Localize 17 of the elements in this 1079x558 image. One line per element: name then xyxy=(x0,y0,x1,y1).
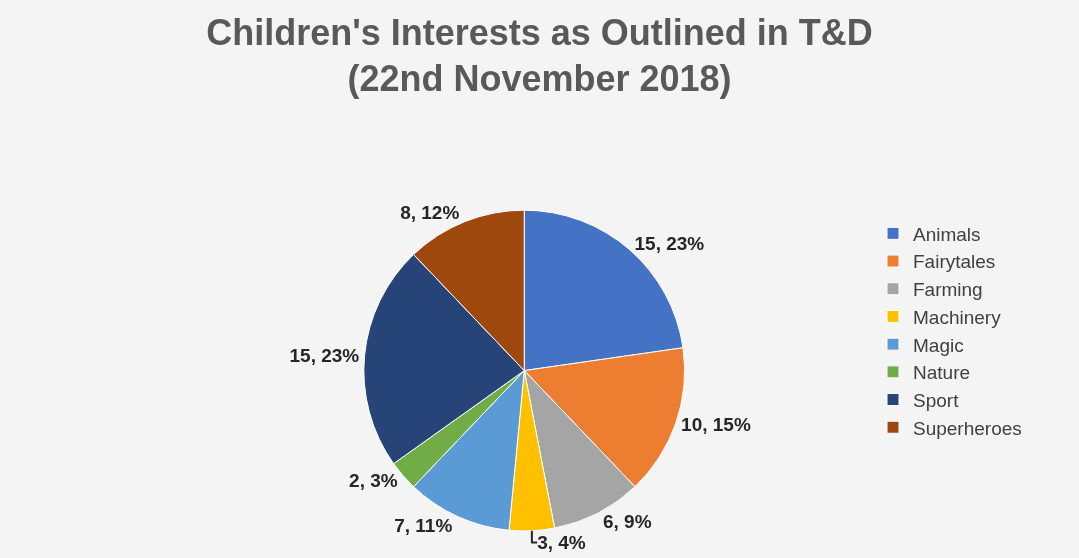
legend-label: Animals xyxy=(913,223,981,245)
legend-label: Superheroes xyxy=(913,417,1022,439)
data-label: 8, 12% xyxy=(400,202,460,224)
legend-label: Machinery xyxy=(913,306,1002,328)
data-label: 7, 11% xyxy=(394,514,453,536)
data-label: 3, 4% xyxy=(537,531,586,553)
legend-label: Nature xyxy=(913,362,971,384)
data-label: 15, 23% xyxy=(289,344,360,366)
data-label: 10, 15% xyxy=(681,413,751,435)
data-label: 6, 9% xyxy=(603,510,652,532)
data-label: 2, 3% xyxy=(349,469,398,491)
legend-label: Farming xyxy=(913,279,983,301)
legend-label: Fairytales xyxy=(913,251,996,273)
data-label: 15, 23% xyxy=(634,232,705,254)
chart-title: Children's Interests as Outlined in T&D (22nd November 2018) xyxy=(206,11,873,100)
legend-label: Magic xyxy=(913,334,964,356)
legend-label: Sport xyxy=(913,389,960,411)
